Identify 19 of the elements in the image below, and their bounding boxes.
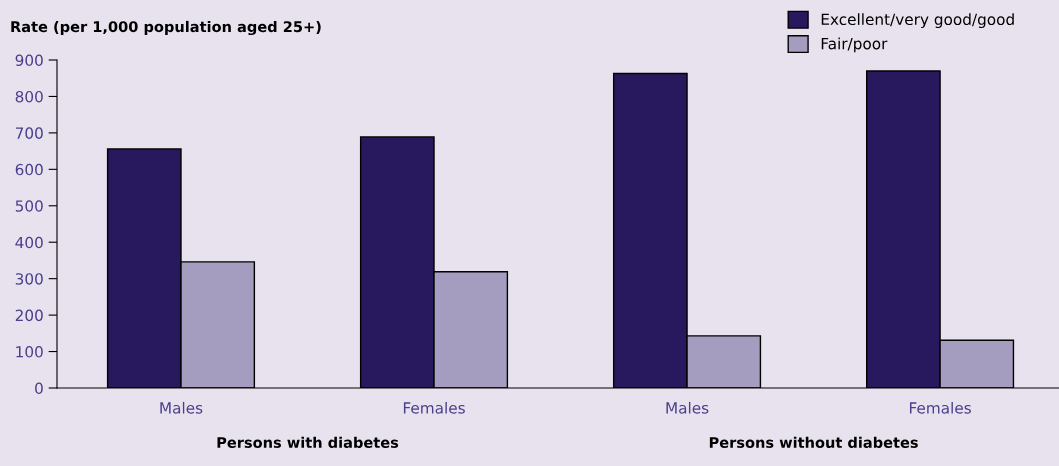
y-tick-label: 700 [15, 127, 43, 139]
y-axis-title: Rate (per 1,000 population aged 25+) [11, 20, 321, 36]
y-tick-label: 100 [16, 346, 43, 358]
y-tick-label: 500 [15, 200, 43, 212]
y-tick-label: 600 [15, 163, 43, 176]
legend-label: Fair/poor [821, 37, 888, 53]
text: Persons with diabetes [217, 436, 399, 448]
y-tick-label: 300 [15, 273, 43, 285]
x-tick-label: Females [403, 401, 465, 414]
legend-label: Excellent/very good/good [821, 13, 1014, 29]
text: Persons without diabetes [709, 436, 918, 448]
y-tick-label: 0 [35, 382, 43, 395]
y-tick-label: 200 [15, 309, 43, 322]
x-tick-label: Males [160, 401, 203, 414]
x-tick-label: Males [666, 401, 709, 414]
x-tick-label: Females [909, 401, 971, 414]
y-tick-label: 800 [15, 90, 43, 103]
y-tick-label: 900 [15, 54, 43, 67]
y-tick-label: 400 [15, 236, 43, 249]
